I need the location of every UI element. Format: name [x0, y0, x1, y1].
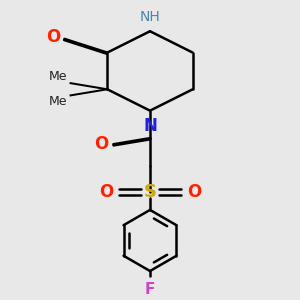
- Text: Me: Me: [49, 70, 68, 83]
- Text: O: O: [187, 183, 201, 201]
- Text: O: O: [99, 183, 113, 201]
- Text: O: O: [94, 135, 109, 153]
- Text: NH: NH: [140, 10, 160, 24]
- Text: F: F: [145, 282, 155, 297]
- Text: N: N: [143, 117, 157, 135]
- Text: Me: Me: [49, 95, 68, 108]
- Text: O: O: [46, 28, 60, 46]
- Text: S: S: [143, 183, 157, 201]
